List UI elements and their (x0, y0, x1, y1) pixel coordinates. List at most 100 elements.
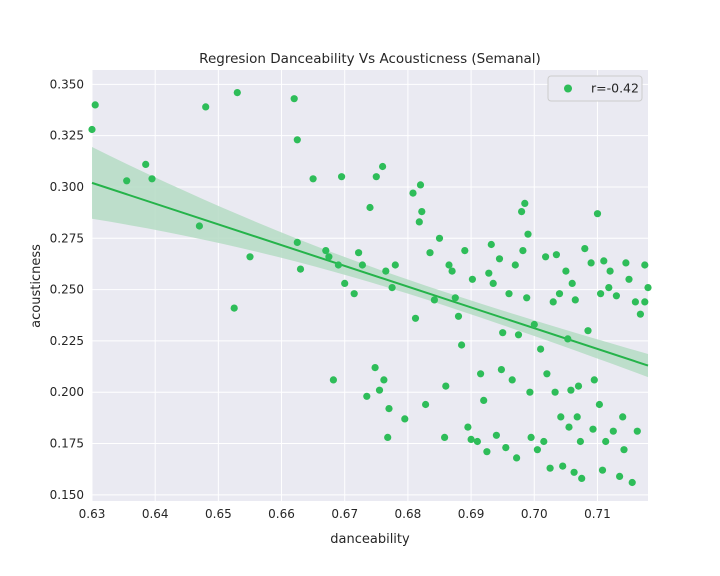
data-point (418, 208, 426, 216)
data-point (416, 181, 425, 189)
data-point (91, 101, 99, 109)
data-point (325, 253, 333, 261)
y-tick-label: 0.250 (50, 283, 84, 297)
data-point (88, 125, 96, 134)
data-point (589, 425, 597, 433)
data-point (513, 454, 521, 462)
grid-lines (91, 70, 648, 501)
legend-label: r=-0.42 (591, 81, 639, 96)
data-point (568, 279, 576, 287)
data-point (598, 466, 607, 474)
data-point (435, 234, 444, 242)
data-point (555, 290, 564, 298)
data-point (458, 341, 466, 349)
data-point (641, 261, 649, 269)
data-point (401, 415, 409, 423)
data-point (543, 370, 551, 378)
data-point (521, 199, 529, 207)
x-tick-label: 0.68 (395, 507, 422, 521)
data-point (230, 304, 238, 312)
data-point (625, 275, 633, 283)
data-point (518, 208, 526, 216)
data-point (379, 162, 387, 171)
data-point (537, 345, 545, 353)
data-point (454, 312, 463, 320)
data-point (540, 437, 548, 446)
data-point (426, 249, 434, 257)
data-point (612, 292, 621, 300)
y-axis-label: acousticness (29, 244, 44, 328)
data-point (527, 433, 535, 441)
data-point (448, 267, 456, 275)
y-tick-label: 0.150 (50, 488, 84, 502)
data-point (293, 136, 301, 144)
y-tick-label: 0.350 (50, 77, 84, 91)
data-point (415, 218, 423, 226)
data-point (422, 400, 430, 409)
data-point (480, 396, 488, 404)
data-point (142, 160, 150, 168)
data-point (363, 392, 371, 400)
data-point (564, 335, 572, 343)
data-point (502, 444, 510, 452)
x-axis-label: danceability (330, 532, 410, 547)
x-tick-label: 0.69 (458, 507, 485, 521)
data-points (88, 89, 652, 487)
data-point (609, 427, 617, 435)
data-point (600, 257, 608, 265)
y-tick-label: 0.200 (50, 385, 84, 399)
data-point (293, 238, 301, 246)
x-tick-label: 0.67 (331, 507, 358, 521)
data-point (233, 89, 241, 97)
data-point (549, 298, 557, 306)
data-point (551, 388, 559, 396)
data-point (597, 290, 605, 298)
regression-line (91, 181, 649, 367)
data-point (123, 177, 131, 185)
data-point (338, 173, 346, 181)
x-tick-label: 0.66 (268, 507, 295, 521)
data-point (570, 468, 578, 476)
data-point (628, 478, 636, 487)
data-point (309, 175, 317, 183)
data-point (497, 366, 505, 374)
y-tick-label: 0.325 (50, 129, 84, 143)
data-point (461, 247, 469, 255)
data-point (514, 331, 523, 339)
data-point (464, 423, 472, 431)
data-point (636, 310, 645, 318)
y-axis-ticks: 0.150 0.175 0.200 0.225 0.250 0.275 0.300 0.325… (50, 77, 84, 501)
data-point (546, 464, 554, 472)
data-point (473, 437, 481, 446)
data-point (375, 386, 384, 394)
data-point (602, 437, 610, 446)
data-point (620, 446, 628, 454)
data-point (584, 327, 592, 335)
data-point (593, 210, 602, 218)
data-point (430, 296, 438, 304)
data-point (571, 296, 579, 304)
plot-area (92, 70, 648, 501)
data-point (595, 400, 604, 409)
data-point (576, 437, 585, 446)
data-point (489, 279, 497, 287)
data-point (631, 298, 640, 306)
data-point (246, 253, 254, 261)
data-point (526, 388, 534, 396)
data-point (574, 382, 583, 390)
x-tick-label: 0.64 (142, 507, 169, 521)
data-point (468, 275, 476, 283)
data-point (508, 376, 516, 384)
data-point (605, 284, 613, 292)
data-point (524, 230, 532, 238)
data-point (505, 290, 513, 298)
data-point (296, 265, 305, 273)
data-point (485, 269, 493, 277)
data-point (644, 284, 652, 292)
data-point (492, 431, 500, 439)
data-point (391, 261, 399, 269)
data-point (358, 261, 366, 269)
data-point (606, 267, 614, 275)
x-tick-label: 0.71 (584, 507, 611, 521)
